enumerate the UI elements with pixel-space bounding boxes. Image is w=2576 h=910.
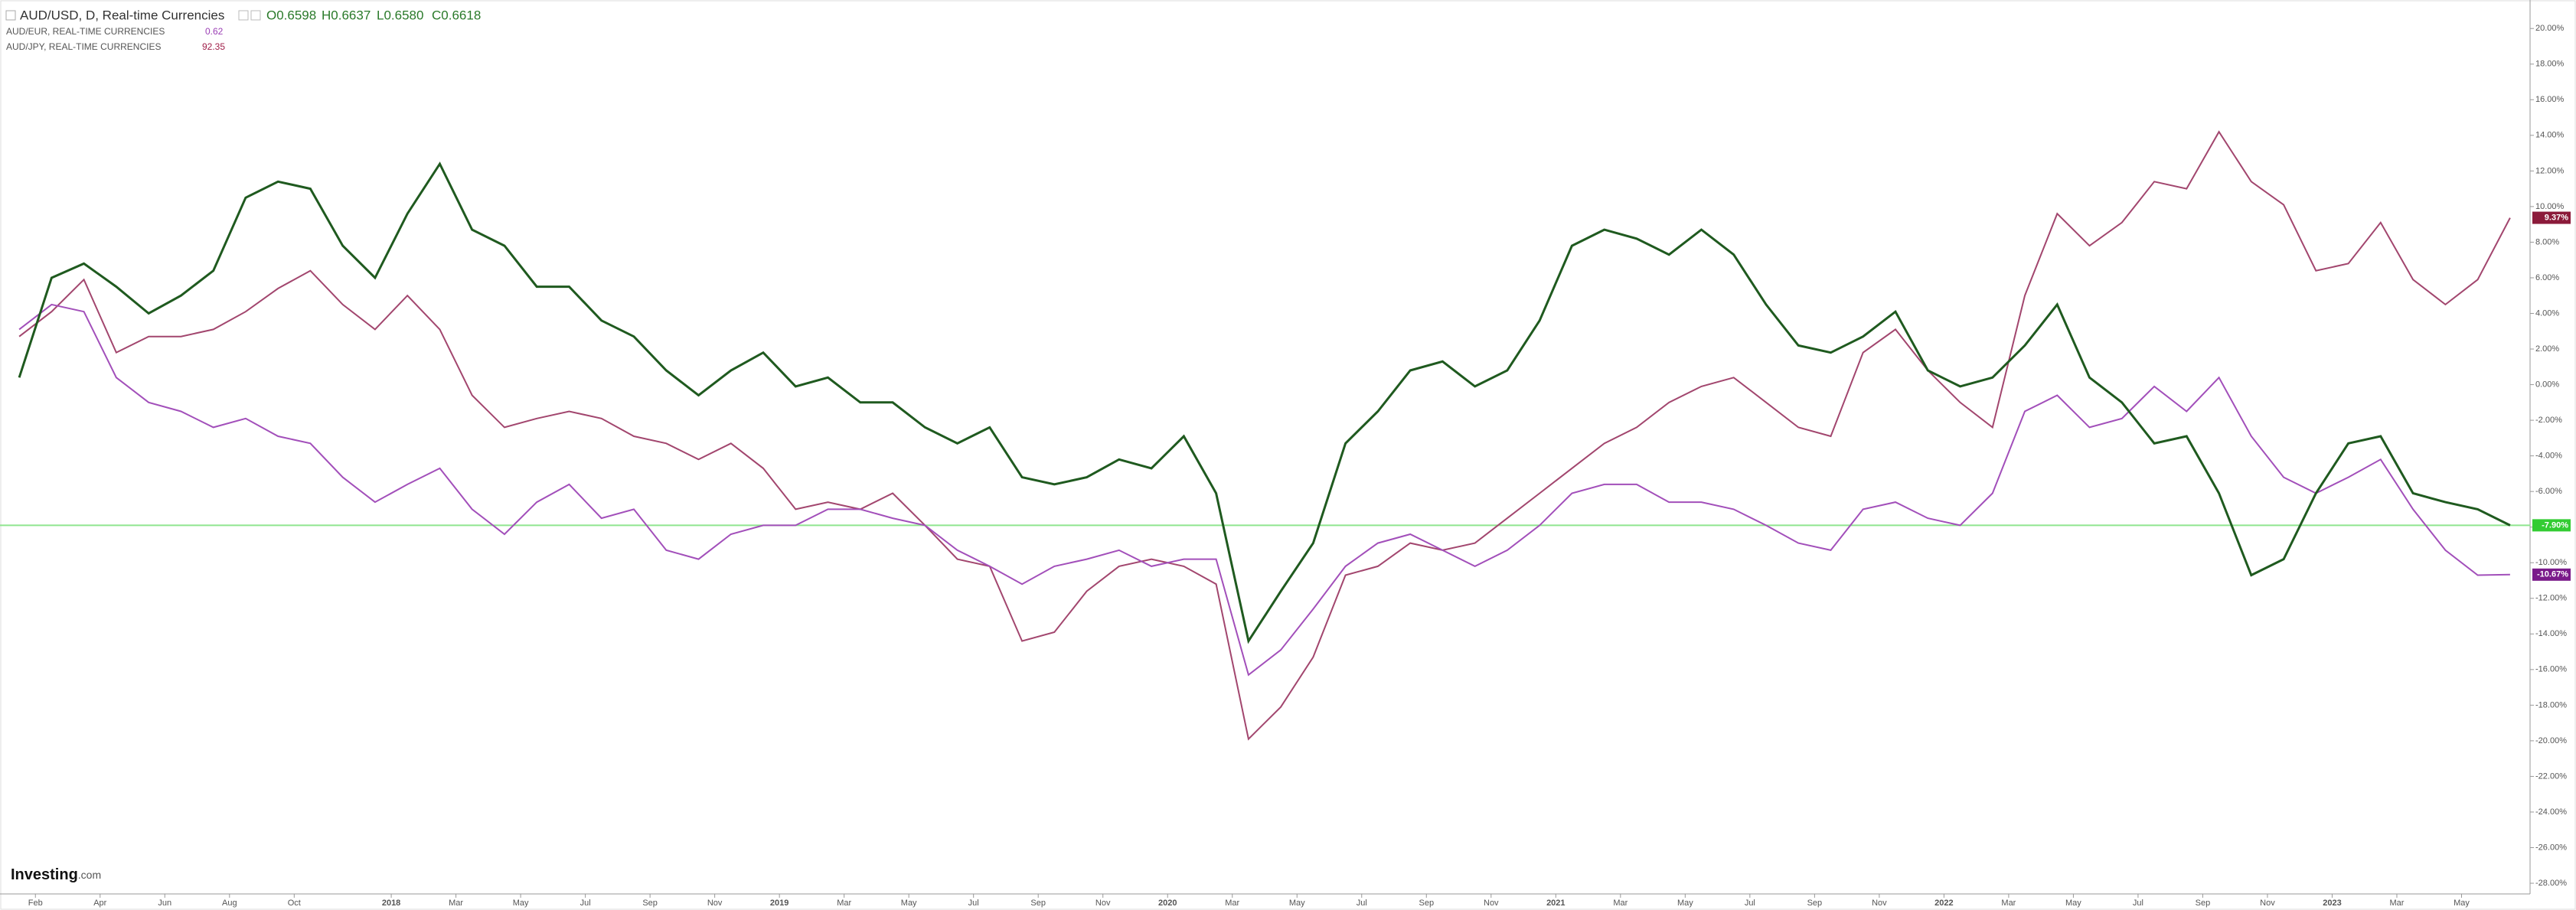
y-tick-label: -6.00% bbox=[2535, 487, 2562, 496]
x-tick-label: Sep bbox=[1030, 899, 1046, 908]
y-tick-label: -2.00% bbox=[2535, 416, 2562, 425]
y-tick-label: 2.00% bbox=[2535, 344, 2559, 354]
x-tick-label: Feb bbox=[28, 899, 43, 908]
ohlc-close: C0.6618 bbox=[432, 8, 481, 22]
y-tick-label: 6.00% bbox=[2535, 273, 2559, 282]
y-tick-label: 16.00% bbox=[2535, 95, 2565, 104]
x-tick-label: Jul bbox=[1357, 899, 1367, 908]
series-line bbox=[18, 303, 2510, 677]
y-tick-label: -24.00% bbox=[2535, 807, 2567, 817]
y-tick-label: -10.00% bbox=[2535, 558, 2567, 567]
y-tick-label: -28.00% bbox=[2535, 879, 2567, 888]
x-tick-label: Nov bbox=[2260, 899, 2275, 908]
x-tick-label: Mar bbox=[837, 899, 851, 908]
x-tick-label: 2022 bbox=[1934, 899, 1953, 908]
x-tick-label: Nov bbox=[1484, 899, 1499, 908]
last-value-box bbox=[2532, 519, 2571, 532]
y-tick-label: 14.00% bbox=[2535, 131, 2565, 140]
x-tick-label: Sep bbox=[1419, 899, 1434, 908]
x-tick-label: Mar bbox=[1613, 899, 1628, 908]
x-tick-label: Aug bbox=[222, 899, 237, 908]
x-tick-label: Sep bbox=[642, 899, 658, 908]
x-tick-label: May bbox=[2065, 899, 2081, 908]
collapse-icon[interactable] bbox=[5, 10, 16, 21]
x-tick-label: 2020 bbox=[1158, 899, 1177, 908]
y-tick-label: -14.00% bbox=[2535, 629, 2567, 638]
x-tick-label: Jul bbox=[1745, 899, 1755, 908]
logo: Investing.com bbox=[11, 866, 101, 883]
x-tick-label: Jul bbox=[968, 899, 979, 908]
last-value-label: 9.37% bbox=[2545, 213, 2568, 222]
close-icon[interactable] bbox=[250, 10, 261, 21]
series-line bbox=[18, 130, 2511, 741]
x-tick-label: 2023 bbox=[2323, 899, 2341, 908]
legend-entry: AUD/JPY, REAL-TIME CURRENCIES bbox=[6, 41, 161, 52]
main-series-title: AUD/USD, D, Real-time Currencies bbox=[20, 8, 224, 22]
last-value-label: -10.67% bbox=[2537, 570, 2568, 579]
y-tick-label: 20.00% bbox=[2535, 24, 2565, 33]
y-tick-label: 4.00% bbox=[2535, 308, 2559, 318]
y-tick-label: -18.00% bbox=[2535, 700, 2567, 709]
settings-icon[interactable] bbox=[238, 10, 249, 21]
x-tick-label: May bbox=[1289, 899, 1305, 908]
last-value-box bbox=[2532, 568, 2571, 581]
logo-text: Investing bbox=[11, 866, 78, 883]
x-tick-label: Jul bbox=[580, 899, 591, 908]
y-tick-label: 0.00% bbox=[2535, 380, 2559, 389]
y-tick-label: -26.00% bbox=[2535, 843, 2567, 852]
x-tick-label: Sep bbox=[1807, 899, 1823, 908]
y-tick-label: -4.00% bbox=[2535, 452, 2562, 461]
x-tick-label: May bbox=[513, 899, 529, 908]
y-tick-label: -20.00% bbox=[2535, 736, 2567, 745]
y-tick-label: 8.00% bbox=[2535, 237, 2559, 246]
ohlc-high: H0.6637 bbox=[322, 8, 371, 22]
y-tick-label: -12.00% bbox=[2535, 594, 2567, 603]
legend-price: 0.62 bbox=[205, 26, 224, 37]
last-value-box bbox=[2532, 211, 2571, 224]
x-tick-label: Sep bbox=[2196, 899, 2211, 908]
series-line bbox=[18, 161, 2511, 644]
x-tick-label: Jun bbox=[158, 899, 171, 908]
x-tick-label: May bbox=[1677, 899, 1693, 908]
x-tick-label: Apr bbox=[93, 899, 106, 908]
logo-suffix: .com bbox=[78, 869, 101, 881]
y-tick-label: 10.00% bbox=[2535, 202, 2565, 211]
x-tick-label: 2021 bbox=[1546, 899, 1565, 908]
x-tick-label: 2019 bbox=[770, 899, 788, 908]
legend-entry: AUD/EUR, REAL-TIME CURRENCIES bbox=[6, 26, 165, 37]
x-tick-label: Mar bbox=[1225, 899, 1239, 908]
x-tick-label: Oct bbox=[288, 899, 301, 908]
y-tick-label: -22.00% bbox=[2535, 771, 2567, 781]
y-tick-label: 12.00% bbox=[2535, 166, 2565, 175]
x-tick-label: Jul bbox=[2133, 899, 2143, 908]
ohlc-open: O0.6598 bbox=[266, 8, 316, 22]
ohlc-low: L0.6580 bbox=[377, 8, 423, 22]
x-tick-label: Mar bbox=[449, 899, 463, 908]
legend-price: 92.35 bbox=[202, 41, 225, 52]
y-tick-label: -16.00% bbox=[2535, 665, 2567, 674]
x-tick-label: Nov bbox=[1872, 899, 1887, 908]
last-value-label: -7.90% bbox=[2542, 520, 2568, 530]
x-tick-label: May bbox=[2454, 899, 2470, 908]
x-tick-label: 2018 bbox=[382, 899, 400, 908]
x-tick-label: Nov bbox=[1095, 899, 1111, 908]
x-tick-label: Mar bbox=[2001, 899, 2016, 908]
x-tick-label: Mar bbox=[2389, 899, 2404, 908]
y-tick-label: 18.00% bbox=[2535, 60, 2565, 69]
x-tick-label: Nov bbox=[707, 899, 723, 908]
x-tick-label: May bbox=[901, 899, 917, 908]
